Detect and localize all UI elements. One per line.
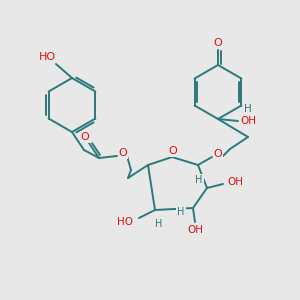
Text: H: H bbox=[155, 219, 163, 229]
Text: H: H bbox=[195, 175, 203, 185]
Text: OH: OH bbox=[227, 177, 243, 187]
Text: OH: OH bbox=[240, 116, 256, 126]
Text: O: O bbox=[214, 149, 222, 159]
Text: H: H bbox=[244, 104, 252, 114]
Text: O: O bbox=[214, 38, 222, 48]
Text: O: O bbox=[169, 146, 177, 156]
Text: O: O bbox=[118, 148, 127, 158]
Text: H: H bbox=[177, 207, 185, 217]
Text: O: O bbox=[81, 132, 89, 142]
Text: HO: HO bbox=[117, 217, 133, 227]
Text: HO: HO bbox=[38, 52, 56, 62]
Text: OH: OH bbox=[187, 225, 203, 235]
